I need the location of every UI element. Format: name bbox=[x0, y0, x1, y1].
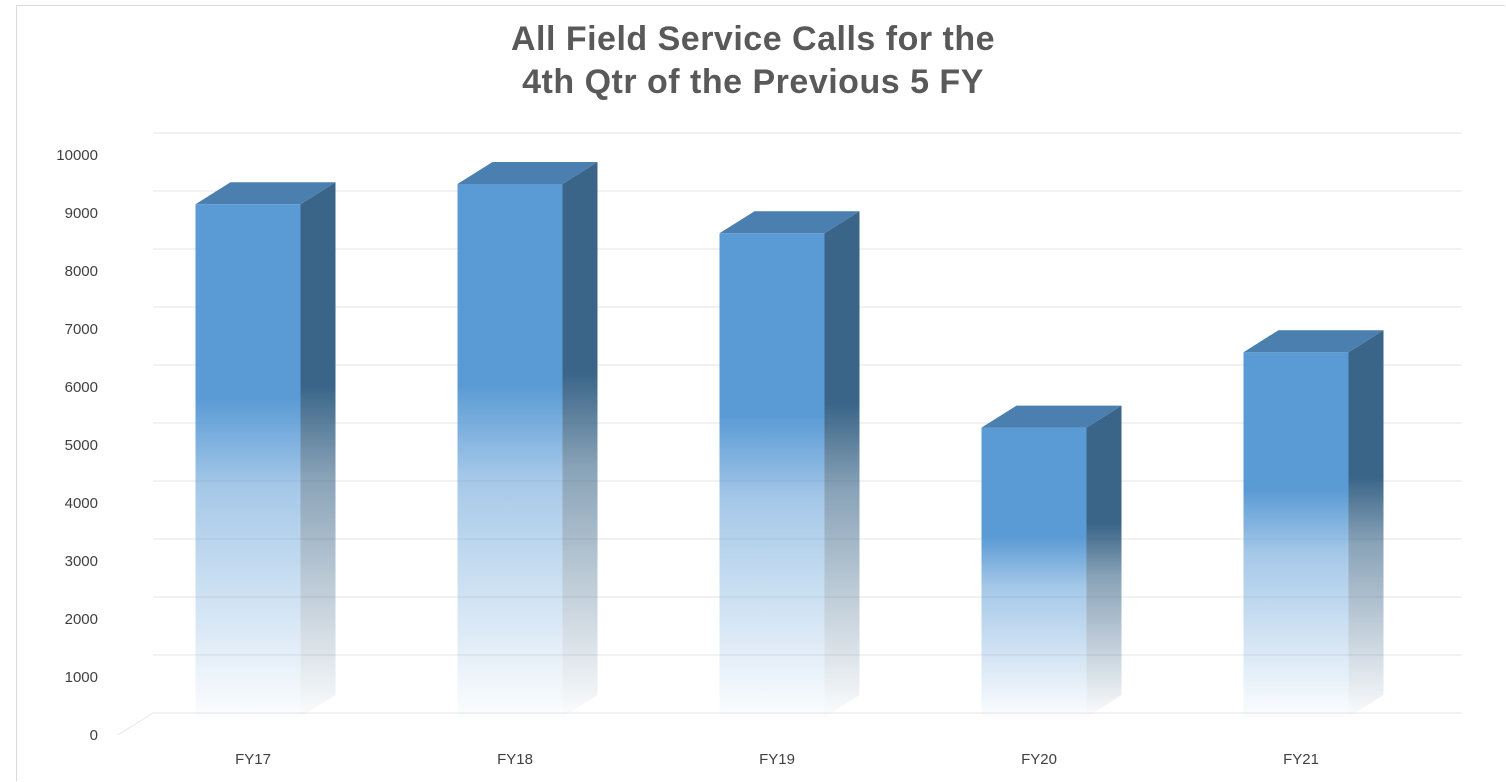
y-tick-label: 1000 bbox=[65, 669, 98, 686]
bar-front bbox=[457, 184, 563, 717]
y-tick-label: 9000 bbox=[65, 205, 98, 222]
y-tick-label: 8000 bbox=[65, 263, 98, 280]
bar-top bbox=[457, 162, 598, 184]
bar-fy20 bbox=[981, 405, 1122, 717]
bar-top bbox=[719, 211, 860, 234]
x-axis-tick-labels: FY17 FY18 FY19 FY20 FY21 bbox=[235, 751, 1319, 768]
bar-fy18 bbox=[457, 162, 598, 717]
bar-top bbox=[195, 182, 336, 205]
chart-title: All Field Service Calls for the 4th Qtr … bbox=[0, 18, 1506, 104]
bars bbox=[195, 162, 1384, 718]
bar-fy19 bbox=[719, 211, 860, 718]
bar-side bbox=[300, 182, 336, 718]
y-tick-label: 2000 bbox=[65, 611, 98, 628]
bar-side bbox=[1348, 330, 1384, 717]
chart-title-line-1: All Field Service Calls for the bbox=[510, 20, 996, 58]
y-tick-label: 5000 bbox=[65, 437, 98, 454]
y-tick-label: 6000 bbox=[65, 379, 98, 396]
bar-side bbox=[824, 211, 860, 718]
bar-side bbox=[562, 162, 598, 717]
y-tick-label: 7000 bbox=[65, 321, 98, 338]
y-tick-label: 4000 bbox=[65, 495, 98, 512]
bar-fy21 bbox=[1243, 330, 1384, 717]
y-axis-tick-labels: 0 1000 2000 3000 4000 5000 6000 7000 8000 9000 100… bbox=[56, 147, 98, 744]
y-tick-label: 3000 bbox=[65, 553, 98, 570]
bar-front bbox=[719, 233, 825, 718]
bar-front bbox=[981, 427, 1087, 717]
x-tick-label: FY17 bbox=[235, 751, 271, 768]
bar-top bbox=[1243, 330, 1384, 353]
chart-title-line-2: 4th Qtr of the Previous 5 FY bbox=[522, 63, 984, 101]
x-tick-label: FY21 bbox=[1283, 751, 1319, 768]
bar-front bbox=[195, 204, 301, 718]
bar-front bbox=[1243, 352, 1349, 717]
y-tick-label: 0 bbox=[90, 727, 98, 744]
bar-top bbox=[981, 405, 1122, 428]
bar-side bbox=[1086, 405, 1122, 717]
x-tick-label: FY20 bbox=[1021, 751, 1057, 768]
x-tick-label: FY18 bbox=[497, 751, 533, 768]
bar-fy17 bbox=[195, 182, 336, 718]
y-tick-label: 10000 bbox=[56, 147, 98, 164]
x-tick-label: FY19 bbox=[759, 751, 795, 768]
floor-edge bbox=[117, 712, 154, 736]
